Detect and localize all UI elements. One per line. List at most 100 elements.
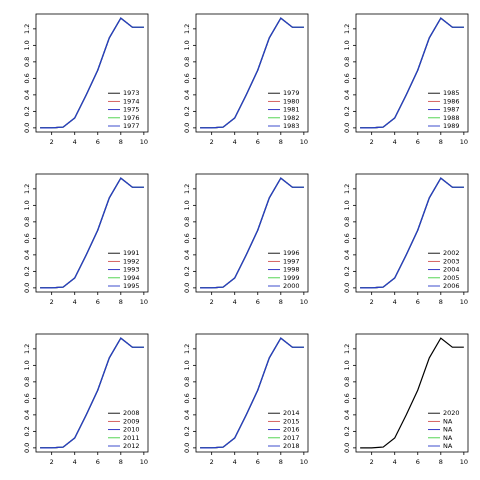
y-tick-label: 0.4 <box>343 410 351 420</box>
y-tick-label: 0.6 <box>343 393 351 403</box>
y-tick-label: 0.2 <box>343 266 351 276</box>
x-tick-label: 4 <box>73 138 77 146</box>
legend-label: 2015 <box>283 417 300 425</box>
series-line <box>360 337 464 449</box>
y-tick-label: 0.4 <box>183 250 191 260</box>
plot-frame <box>195 173 309 293</box>
legend-label: 2000 <box>283 282 300 290</box>
y-tick-label: 0.2 <box>23 266 31 276</box>
y-tick-label: 0.6 <box>343 73 351 83</box>
legend-label: NA <box>443 426 453 434</box>
legend-label: 2020 <box>443 409 460 417</box>
x-tick-label: 8 <box>279 458 283 466</box>
y-tick-label: 1.0 <box>23 40 31 50</box>
y-tick-label: 0.4 <box>23 90 31 100</box>
legend-label: 1997 <box>283 257 300 265</box>
legend-label: 1980 <box>283 97 300 105</box>
x-tick-label: 10 <box>300 138 308 146</box>
x-tick-label: 10 <box>460 138 468 146</box>
y-tick-label: 0.6 <box>23 393 31 403</box>
y-tick-label: 0.0 <box>183 123 191 133</box>
x-tick-label: 10 <box>460 458 468 466</box>
legend-label: 2016 <box>283 426 300 434</box>
legend-label: 2017 <box>283 434 300 442</box>
x-tick-label: 6 <box>416 458 420 466</box>
legend-label: 2003 <box>443 257 460 265</box>
x-tick-label: 8 <box>279 138 283 146</box>
y-tick-label: 0.0 <box>343 123 351 133</box>
y-tick-label: 0.2 <box>183 266 191 276</box>
y-tick-label: 0.6 <box>183 393 191 403</box>
y-tick-label: 0.8 <box>23 57 31 67</box>
panel: 2 4 6 8 100.00.20.40.60.81.01.21985198619871… <box>343 13 469 146</box>
legend-label: 1974 <box>123 97 140 105</box>
series-line <box>200 17 304 129</box>
panel: 2 4 6 8 100.00.20.40.60.81.01.21979198019811… <box>183 13 309 146</box>
x-tick-label: 4 <box>233 138 237 146</box>
x-tick-label: 10 <box>300 298 308 306</box>
y-tick-label: 0.2 <box>183 426 191 436</box>
panel: 2 4 6 8 100.00.20.40.60.81.01.22008200920102… <box>23 333 149 466</box>
x-tick-label: 8 <box>439 458 443 466</box>
legend-label: NA <box>443 417 453 425</box>
y-tick-label: 1.0 <box>343 200 351 210</box>
x-tick-label: 2 <box>370 458 374 466</box>
legend-label: 1988 <box>443 114 460 122</box>
plot-frame <box>35 333 149 453</box>
y-tick-label: 1.0 <box>23 360 31 370</box>
x-tick-label: 8 <box>279 298 283 306</box>
y-tick-label: 1.0 <box>183 200 191 210</box>
legend-label: 1975 <box>123 106 140 114</box>
x-tick-label: 10 <box>300 458 308 466</box>
y-tick-label: 0.0 <box>23 123 31 133</box>
legend-label: 1995 <box>123 282 140 290</box>
legend-label: 1985 <box>443 89 460 97</box>
y-tick-label: 0.8 <box>343 57 351 67</box>
y-tick-label: 0.2 <box>23 106 31 116</box>
y-tick-label: 1.0 <box>343 40 351 50</box>
series-line <box>40 177 144 289</box>
legend-label: NA <box>443 434 453 442</box>
y-tick-label: 0.8 <box>23 377 31 387</box>
y-tick-label: 0.0 <box>343 283 351 293</box>
legend-label: 1979 <box>283 89 300 97</box>
x-tick-label: 8 <box>119 298 123 306</box>
legend-label: 2018 <box>283 442 300 450</box>
x-tick-label: 6 <box>96 458 100 466</box>
legend-label: 1998 <box>283 266 300 274</box>
y-tick-label: 0.8 <box>343 217 351 227</box>
x-tick-label: 4 <box>393 458 397 466</box>
series-line <box>200 177 304 289</box>
y-tick-label: 0.6 <box>23 233 31 243</box>
y-tick-label: 0.6 <box>23 73 31 83</box>
x-tick-label: 8 <box>439 138 443 146</box>
y-tick-label: 0.8 <box>343 377 351 387</box>
legend-label: 2008 <box>123 409 140 417</box>
legend-label: 1992 <box>123 257 140 265</box>
x-tick-label: 2 <box>210 138 214 146</box>
legend-label: 1991 <box>123 249 140 257</box>
plot-frame <box>195 13 309 133</box>
y-tick-label: 0.0 <box>23 443 31 453</box>
y-tick-label: 0.0 <box>23 283 31 293</box>
x-tick-label: 2 <box>370 138 374 146</box>
legend-label: 2005 <box>443 274 460 282</box>
legend-label: 1982 <box>283 114 300 122</box>
x-tick-label: 2 <box>210 458 214 466</box>
y-tick-label: 0.8 <box>183 377 191 387</box>
y-tick-label: 1.2 <box>23 184 31 194</box>
legend-label: 1996 <box>283 249 300 257</box>
y-tick-label: 1.2 <box>23 344 31 354</box>
y-tick-label: 0.4 <box>343 250 351 260</box>
x-tick-label: 6 <box>96 138 100 146</box>
x-tick-label: 2 <box>50 298 54 306</box>
x-tick-label: 2 <box>210 298 214 306</box>
legend-label: NA <box>443 442 453 450</box>
panel: 2 4 6 8 100.00.20.40.60.81.01.21991199219931… <box>23 173 149 306</box>
x-tick-label: 6 <box>256 298 260 306</box>
legend-label: 2002 <box>443 249 460 257</box>
panel: 2 4 6 8 100.00.20.40.60.81.01.21973197419751… <box>23 13 149 146</box>
y-tick-label: 1.2 <box>23 24 31 34</box>
plot-frame <box>195 333 309 453</box>
y-tick-label: 0.6 <box>183 73 191 83</box>
